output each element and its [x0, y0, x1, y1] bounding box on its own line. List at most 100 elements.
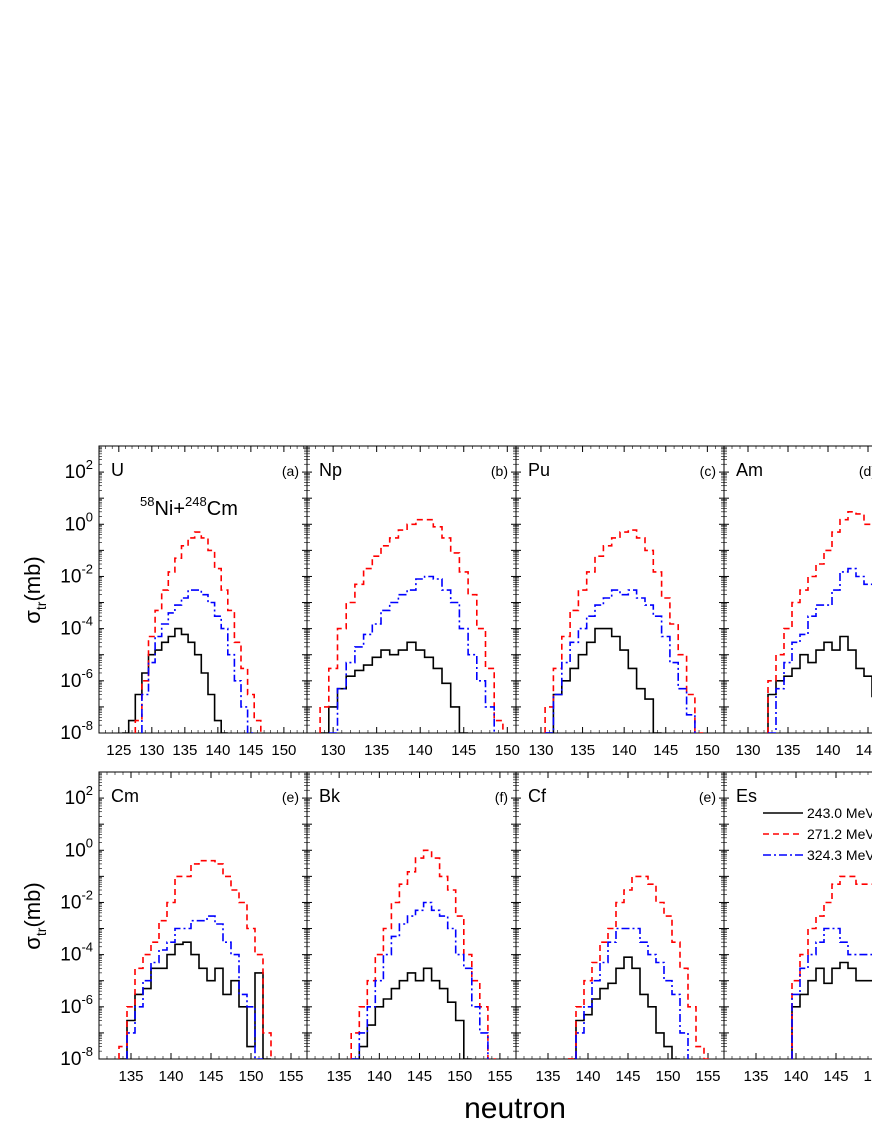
- x-tick-label: 145: [407, 1068, 432, 1085]
- series-s324-step: [328, 575, 495, 733]
- x-tick-label: 140: [612, 742, 637, 759]
- legend: 243.0 MeV 271.2 MeV 324.3 MeV: [763, 805, 872, 863]
- x-tick-label: 150: [447, 1068, 472, 1085]
- series-s271-step: [134, 531, 262, 733]
- legend-label-243: 243.0 MeV: [807, 805, 872, 821]
- panel-cf: 135 140 145 150 155 Cf (e): [515, 771, 725, 1085]
- y-tick-label: 10-8: [60, 1044, 93, 1070]
- x-tick-label: 135: [570, 742, 595, 759]
- series-s243-step: [119, 941, 271, 1059]
- x-tick-label: 135: [327, 1068, 352, 1085]
- x-tick-label: 155: [278, 1068, 303, 1085]
- y-axis-label-bottom: σtr(mb): [20, 882, 49, 949]
- x-tick-label: 145: [855, 742, 872, 759]
- element-label: U: [111, 460, 124, 480]
- panel-tag: (a): [282, 463, 299, 479]
- y-tick-label: 10-6: [60, 992, 93, 1018]
- panel-es: 135 140 145 150 Es: [723, 771, 872, 1085]
- series-group: [544, 529, 704, 733]
- x-tick-label: 145: [238, 742, 263, 759]
- panel-np: 130 135 140 145 150 Np (b): [306, 445, 520, 759]
- panel-tag: (e): [699, 789, 716, 805]
- element-label: Cf: [528, 786, 547, 806]
- x-tick-label: 145: [198, 1068, 223, 1085]
- reaction-label: 58Ni+248Cm: [140, 494, 238, 520]
- x-tick-label: 125: [106, 742, 131, 759]
- series-s324-step: [545, 589, 696, 733]
- y-tick-label: 10-8: [60, 718, 93, 744]
- y-tick-label: 100: [65, 509, 93, 535]
- series-s324-step: [768, 567, 872, 733]
- y-tick-label: 102: [65, 457, 93, 483]
- x-tick-label: 150: [695, 742, 720, 759]
- y-tick-label: 102: [65, 783, 93, 809]
- element-label: Cm: [111, 786, 139, 806]
- panels: 10-8 10-6 10-4 10-2 100 102 125 130 135 140 145 150…: [60, 445, 872, 1085]
- series-s271-step: [544, 529, 704, 733]
- x-tick-label: 140: [815, 742, 840, 759]
- element-label: Pu: [528, 460, 550, 480]
- panel-am: 130 135 140 145 Am (d): [723, 445, 872, 759]
- x-tick-label: 150: [495, 742, 520, 759]
- series-s324-step: [575, 927, 689, 1059]
- series-s243-step: [351, 967, 472, 1059]
- x-tick-label: 145: [653, 742, 678, 759]
- panel-frame: [515, 771, 725, 1060]
- panel-tag: (b): [491, 463, 508, 479]
- x-tick-label: 130: [139, 742, 164, 759]
- panel-tag: (d): [859, 463, 872, 479]
- series-s324-step: [126, 915, 263, 1059]
- x-tick-label: 145: [615, 1068, 640, 1085]
- x-tick-label: 140: [205, 742, 230, 759]
- series-group: [118, 859, 272, 1059]
- series-s271-step: [767, 511, 872, 733]
- series-group: [568, 875, 712, 1059]
- y-tick-label: 10-6: [60, 666, 93, 692]
- x-tick-label: 140: [367, 1068, 392, 1085]
- x-tick-label: 145: [823, 1068, 848, 1085]
- y-tick-label: 10-4: [60, 614, 93, 640]
- panel-frame: [98, 771, 308, 1060]
- legend-label-324: 324.3 MeV: [807, 847, 872, 863]
- element-label: Np: [319, 460, 342, 480]
- y-tick-label: 100: [65, 835, 93, 861]
- x-tick-label: 145: [451, 742, 476, 759]
- series-s243-step: [767, 635, 872, 733]
- panel-tag: (f): [495, 789, 508, 805]
- series-s324-step: [141, 589, 255, 733]
- y-axis-label-top: σtr(mb): [20, 556, 49, 623]
- series-group: [791, 875, 872, 1059]
- panel-frame: [98, 445, 308, 734]
- panel-u: 10-8 10-6 10-4 10-2 100 102 125 130 135 140 145 150…: [60, 445, 308, 759]
- series-s271-step: [791, 875, 872, 1059]
- series-group: [767, 511, 872, 733]
- series-group: [122, 531, 262, 733]
- x-tick-label: 135: [364, 742, 389, 759]
- x-tick-label: 140: [783, 1068, 808, 1085]
- x-tick-label: 135: [172, 742, 197, 759]
- element-label: Bk: [319, 786, 341, 806]
- series-s243-step: [568, 956, 680, 1059]
- series-s324-step: [791, 927, 872, 1059]
- element-label: Am: [736, 460, 763, 480]
- y-tick-label: 10-2: [60, 887, 93, 913]
- panel-pu: 130 135 140 145 150 Pu (c): [515, 445, 725, 759]
- series-s271-step: [118, 859, 272, 1059]
- legend-label-271: 271.2 MeV: [807, 826, 872, 842]
- x-tick-label: 140: [575, 1068, 600, 1085]
- y-tick-label: 10-2: [60, 561, 93, 587]
- panel-frame: [515, 445, 725, 734]
- x-tick-label: 135: [535, 1068, 560, 1085]
- x-tick-label: 155: [487, 1068, 512, 1085]
- x-tick-label: 130: [735, 742, 760, 759]
- x-tick-label: 155: [695, 1068, 720, 1085]
- x-tick-label: 130: [321, 742, 346, 759]
- series-s324-step: [351, 901, 489, 1059]
- panel-tag: (c): [700, 463, 716, 479]
- x-axis-label: neutron: [464, 1092, 566, 1125]
- series-s243-step: [791, 961, 872, 1059]
- series-s243-step: [545, 627, 662, 733]
- panel-bk: 135 140 145 150 155 Bk (f): [306, 771, 517, 1085]
- series-s271-step: [350, 849, 496, 1059]
